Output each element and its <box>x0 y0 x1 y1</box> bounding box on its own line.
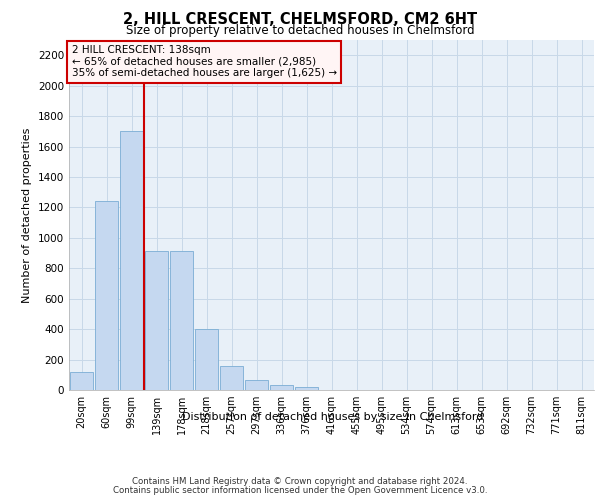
Bar <box>220 366 244 390</box>
Bar <box>194 329 218 390</box>
Bar <box>95 202 118 390</box>
Bar <box>145 251 169 390</box>
Bar <box>119 132 143 390</box>
Text: Contains public sector information licensed under the Open Government Licence v3: Contains public sector information licen… <box>113 486 487 495</box>
Text: Size of property relative to detached houses in Chelmsford: Size of property relative to detached ho… <box>125 24 475 37</box>
Bar <box>269 386 293 390</box>
Bar <box>170 251 193 390</box>
Bar <box>245 380 268 390</box>
Bar <box>295 387 319 390</box>
Text: 2, HILL CRESCENT, CHELMSFORD, CM2 6HT: 2, HILL CRESCENT, CHELMSFORD, CM2 6HT <box>123 12 477 28</box>
Text: 2 HILL CRESCENT: 138sqm
← 65% of detached houses are smaller (2,985)
35% of semi: 2 HILL CRESCENT: 138sqm ← 65% of detache… <box>71 46 337 78</box>
Text: Contains HM Land Registry data © Crown copyright and database right 2024.: Contains HM Land Registry data © Crown c… <box>132 477 468 486</box>
Bar <box>70 372 94 390</box>
Text: Distribution of detached houses by size in Chelmsford: Distribution of detached houses by size … <box>182 412 484 422</box>
Y-axis label: Number of detached properties: Number of detached properties <box>22 128 32 302</box>
